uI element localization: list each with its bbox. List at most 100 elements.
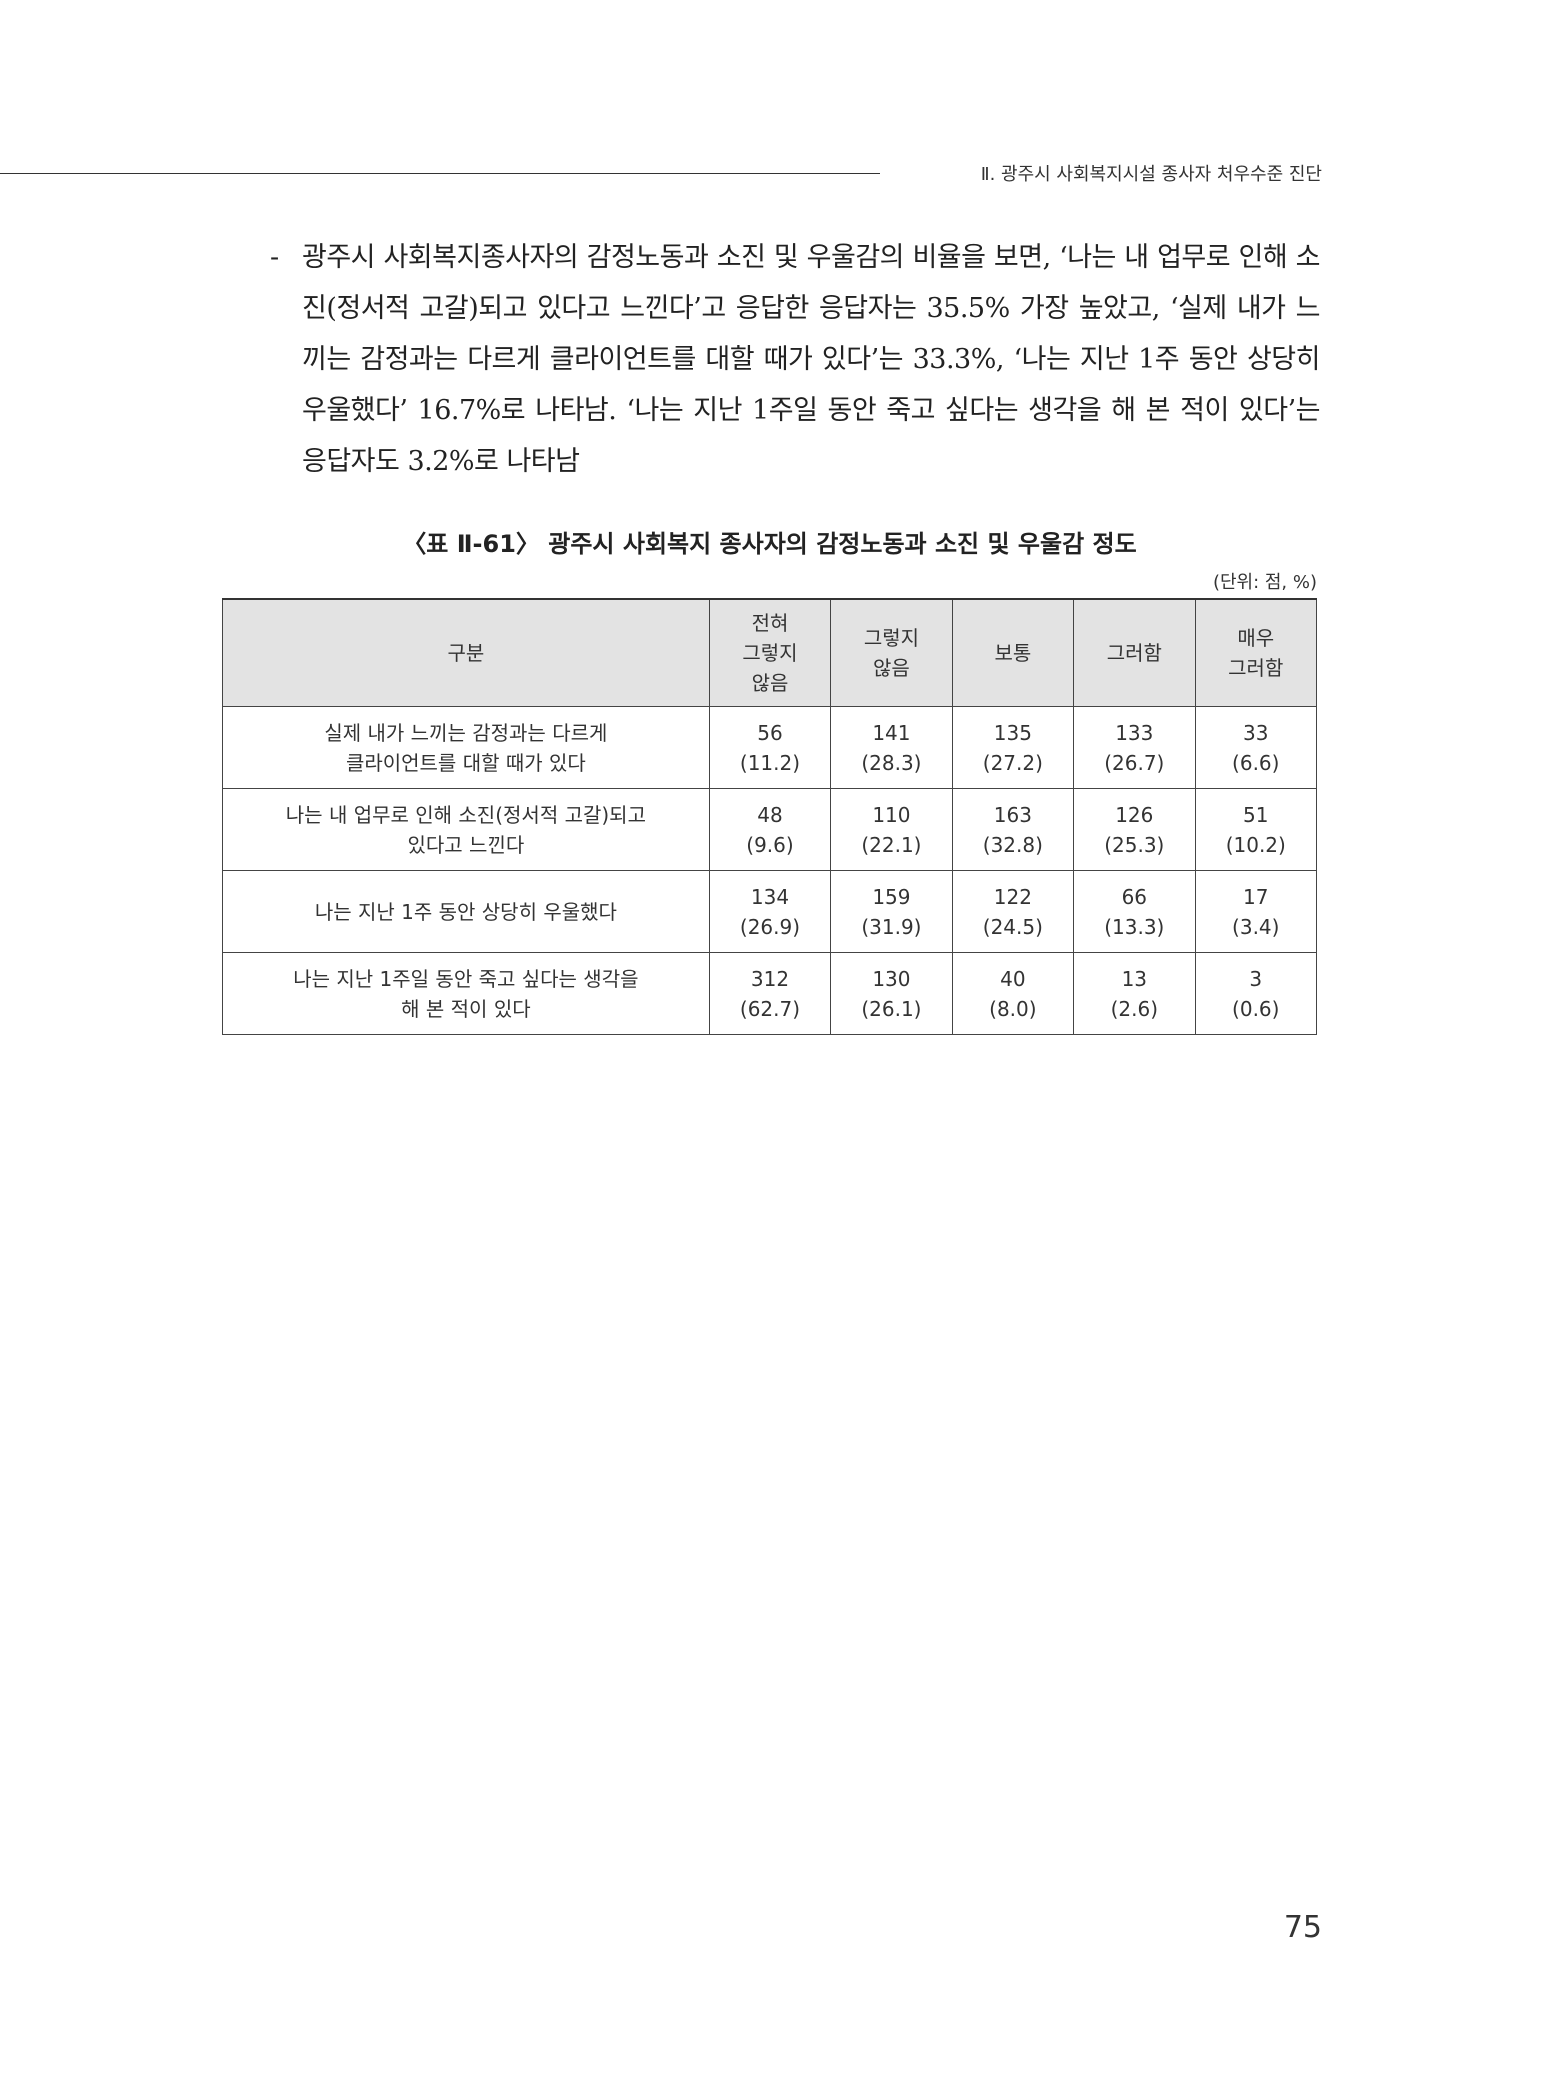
cell-percent: (62.7) [739, 996, 801, 1021]
cell-count: 133 [1115, 720, 1154, 745]
cell-count: 312 [750, 966, 790, 991]
cell-percent: (27.2) [982, 750, 1043, 775]
table-cell: 17 (3.4) [1194, 870, 1318, 953]
cell-percent: (10.2) [1225, 832, 1286, 857]
cell-count: 51 [1243, 802, 1269, 827]
header-text: 전혀 [751, 611, 789, 635]
cell-percent: (0.6) [1232, 996, 1280, 1021]
row-label-line: 있다고 느낀다 [407, 832, 525, 857]
header-text: 구분 [447, 641, 485, 665]
cell-count: 40 [1000, 966, 1026, 991]
header-column: 보통 [951, 598, 1075, 707]
cell-percent: (22.1) [861, 832, 922, 857]
row-label-line: 나는 지난 1주일 동안 죽고 싶다는 생각을 [293, 966, 639, 991]
data-table: 구분 전혀 그렇지 않음 그렇지 않음 보통 그러함 매우 그러함 실제 내가 느끼는 감정과는 … [222, 598, 1318, 1035]
cell-percent: (9.6) [746, 832, 794, 857]
table-cell: 163 (32.8) [951, 788, 1075, 871]
row-label-line: 해 본 적이 있다 [401, 996, 531, 1021]
cell-count: 48 [757, 802, 783, 827]
table-caption: 〈표 Ⅱ-61〉 광주시 사회복지 종사자의 감정노동과 소진 및 우울감 정도 [402, 530, 1137, 558]
table-cell: 141 (28.3) [830, 706, 953, 789]
cell-percent: (13.3) [1104, 914, 1165, 939]
cell-percent: (31.9) [861, 914, 922, 939]
header-text: 그렇지 [742, 641, 798, 665]
header-text: 그러함 [1106, 641, 1162, 665]
cell-count: 66 [1121, 884, 1148, 909]
header-text: 매우 [1237, 626, 1275, 650]
bullet-dash: - [270, 242, 279, 273]
cell-count: 159 [872, 884, 911, 909]
cell-percent: (28.3) [861, 750, 922, 775]
table-cell: 48 (9.6) [708, 788, 832, 871]
cell-percent: (8.0) [989, 996, 1037, 1021]
header-category: 구분 [222, 598, 710, 707]
row-label-line: 나는 내 업무로 인해 소진(정서적 고갈)되고 [285, 802, 646, 827]
table-cell: 33 (6.6) [1194, 706, 1318, 789]
cell-count: 17 [1243, 884, 1269, 909]
cell-count: 122 [993, 884, 1032, 909]
table-cell: 13 (2.6) [1073, 952, 1196, 1035]
cell-percent: (3.4) [1232, 914, 1280, 939]
header-rule [0, 173, 880, 174]
table-cell: 133 (26.7) [1073, 706, 1196, 789]
cell-percent: (2.6) [1110, 996, 1158, 1021]
table-unit: (단위: 점, %) [1212, 572, 1317, 593]
table-cell: 40 (8.0) [951, 952, 1075, 1035]
cell-count: 3 [1249, 966, 1263, 991]
table-cell: 56 (11.2) [708, 706, 832, 789]
table-cell: 122 (24.5) [951, 870, 1075, 953]
table-cell: 3 (0.6) [1194, 952, 1318, 1035]
cell-count: 56 [757, 720, 783, 745]
table-cell: 134 (26.9) [708, 870, 832, 953]
table-header-row: 구분 전혀 그렇지 않음 그렇지 않음 보통 그러함 매우 그러함 [222, 598, 1318, 707]
row-label-line: 나는 지난 1주 동안 상당히 우울했다 [314, 899, 617, 924]
table-row: 나는 지난 1주 동안 상당히 우울했다 134 (26.9) 159 (31.9) 12… [222, 870, 1318, 953]
cell-count: 13 [1121, 966, 1148, 991]
cell-count: 126 [1115, 802, 1154, 827]
header-text: 보통 [994, 641, 1032, 665]
cell-count: 130 [872, 966, 911, 991]
cell-percent: (32.8) [982, 832, 1043, 857]
cell-count: 33 [1243, 720, 1269, 745]
header-text: 않음 [873, 656, 910, 680]
cell-percent: (6.6) [1232, 750, 1280, 775]
cell-count: 141 [872, 720, 911, 745]
header-text: 그렇지 [863, 626, 920, 650]
header-text: 않음 [751, 671, 789, 695]
table-cell: 135 (27.2) [951, 706, 1075, 789]
header-text: 그러함 [1228, 656, 1284, 680]
cell-count: 163 [993, 802, 1032, 827]
row-label-line: 클라이언트를 대할 때가 있다 [345, 750, 586, 775]
header-column: 그러함 [1073, 598, 1196, 707]
page-number: 75 [1283, 1910, 1322, 1945]
cell-percent: (25.3) [1104, 832, 1165, 857]
cell-percent: (26.9) [739, 914, 801, 939]
table-cell: 51 (10.2) [1194, 788, 1318, 871]
cell-count: 135 [993, 720, 1032, 745]
table-cell: 159 (31.9) [830, 870, 953, 953]
row-label: 나는 지난 1주 동안 상당히 우울했다 [222, 870, 710, 953]
row-label-line: 실제 내가 느끼는 감정과는 다르게 [324, 720, 608, 745]
cell-count: 134 [750, 884, 790, 909]
table-cell: 126 (25.3) [1073, 788, 1196, 871]
cell-percent: (26.7) [1104, 750, 1165, 775]
table-cell: 312 (62.7) [708, 952, 832, 1035]
cell-percent: (24.5) [982, 914, 1043, 939]
cell-percent: (11.2) [739, 750, 801, 775]
running-header: Ⅱ. 광주시 사회복지시설 종사자 처우수준 진단 [980, 164, 1322, 185]
body-paragraph: - 광주시 사회복지종사자의 감정노동과 소진 및 우울감의 비율을 보면, ‘… [270, 232, 1321, 487]
table-cell: 130 (26.1) [830, 952, 953, 1035]
cell-percent: (26.1) [861, 996, 922, 1021]
table-cell: 110 (22.1) [830, 788, 953, 871]
cell-count: 110 [872, 802, 911, 827]
